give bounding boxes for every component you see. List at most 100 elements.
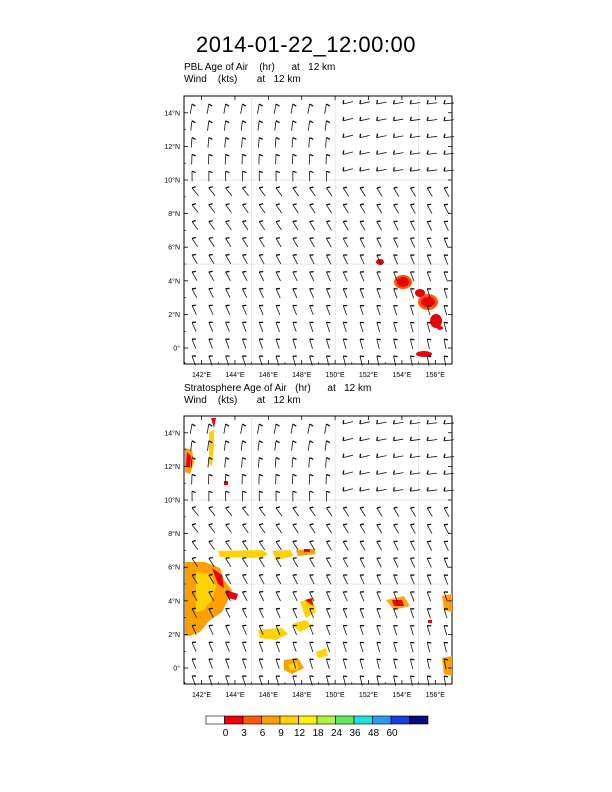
wind-barb [359, 574, 365, 585]
wind-barb [393, 540, 399, 551]
wind-barb [376, 557, 382, 568]
wind-barb [359, 167, 370, 172]
colorbar-label: 9 [278, 728, 284, 739]
wind-barb [342, 487, 353, 492]
lat-label: 12°N [164, 463, 180, 471]
lon-label: 146°E [259, 691, 278, 699]
wind-barb [326, 540, 332, 551]
wind-barb [208, 186, 216, 196]
wind-barb [392, 116, 404, 122]
wind-barb [410, 591, 415, 602]
wind-barb [409, 419, 421, 425]
wind-barb [292, 321, 297, 332]
stratosphere-age-panel: 14°N 12°N 10°N 8°N 6°N 4°N 2°N 0° 142°E 144°E 146°… [164, 415, 454, 699]
wind-barb [324, 423, 331, 434]
wind-barb [392, 436, 404, 442]
wind-barb [410, 186, 416, 197]
wind-barb [242, 607, 248, 618]
panel2-title-line1: Stratosphere Age of Air (hr) at 12 km [184, 383, 372, 394]
wind-barb [208, 203, 216, 213]
wind-barb [392, 453, 404, 458]
wind-barb [292, 557, 299, 568]
colorbar-swatch [335, 715, 355, 725]
wind-barb [342, 167, 353, 172]
wind-barb [292, 624, 297, 636]
wind-barb [225, 170, 230, 182]
wind-barb [443, 487, 454, 492]
wind-barb [325, 473, 331, 485]
wind-barb [258, 153, 264, 165]
wind-barb [275, 473, 280, 485]
wind-barb [359, 675, 365, 686]
wind-barb [342, 675, 348, 686]
wind-barb [225, 321, 230, 332]
wind-barb [443, 453, 454, 458]
wind-barb [191, 253, 198, 264]
wind-barb [342, 419, 353, 425]
wind-barb [275, 590, 281, 602]
wind-barb [410, 523, 416, 534]
wind-barb [292, 523, 299, 534]
wind-barb [342, 186, 350, 197]
wind-barb [443, 419, 454, 425]
panel1-title-line1: PBL Age of Air (hr) at 12 km [184, 62, 336, 73]
wind-barb [393, 321, 398, 333]
wind-barb [275, 574, 282, 585]
wind-barb [393, 355, 398, 366]
wind-barb [443, 523, 450, 534]
colorbar-swatch [261, 715, 281, 725]
wind-barb [309, 574, 315, 585]
wind-barb [342, 271, 348, 282]
wind-barb [291, 440, 297, 451]
wind-barb [190, 440, 196, 451]
wind-barb [258, 540, 266, 551]
wind-barb [409, 470, 421, 475]
wind-barb [191, 556, 198, 567]
wind-barb [275, 304, 281, 315]
wind-barb [426, 304, 432, 316]
wind-barb [393, 304, 398, 316]
wind-barb [191, 675, 197, 686]
wind-barb [290, 103, 297, 114]
wind-barb [426, 624, 432, 636]
wind-barb [257, 457, 264, 468]
wind-barb [410, 641, 415, 653]
wind-barb [275, 170, 280, 182]
wind-barb [342, 237, 349, 248]
wind-barb [426, 186, 433, 197]
wind-barb [443, 574, 449, 585]
wind-barb [326, 591, 331, 602]
colorbar-label: 36 [349, 728, 361, 739]
wind-barb [225, 506, 233, 517]
wind-barb [241, 473, 247, 485]
wind-barb [376, 506, 383, 517]
lon-label: 156°E [426, 371, 445, 379]
wind-barb [376, 487, 387, 492]
wind-barb [309, 506, 316, 517]
wind-barb [309, 338, 314, 349]
colorbar [205, 715, 429, 725]
wind-barb [258, 607, 264, 619]
wind-barb [359, 220, 366, 231]
wind-barb [225, 573, 232, 585]
colorbar-label: 60 [386, 728, 398, 739]
wind-barb [443, 186, 450, 197]
wind-barb [275, 186, 283, 197]
wind-barb [225, 304, 231, 315]
wind-barb [307, 120, 314, 131]
wind-barb [410, 608, 415, 619]
wind-barb [359, 470, 370, 475]
wind-barb [275, 607, 281, 619]
wind-barb [342, 641, 348, 653]
wind-barb [376, 254, 382, 265]
wind-barb [359, 355, 365, 366]
wind-barb [274, 137, 280, 148]
wind-barb [426, 254, 432, 265]
wind-barb [191, 624, 197, 635]
wind-barb [392, 150, 404, 155]
wind-barb [359, 641, 365, 653]
wind-barb [242, 490, 247, 502]
wind-barb [242, 556, 249, 568]
wind-barb [443, 271, 449, 282]
wind-barb [309, 557, 315, 568]
